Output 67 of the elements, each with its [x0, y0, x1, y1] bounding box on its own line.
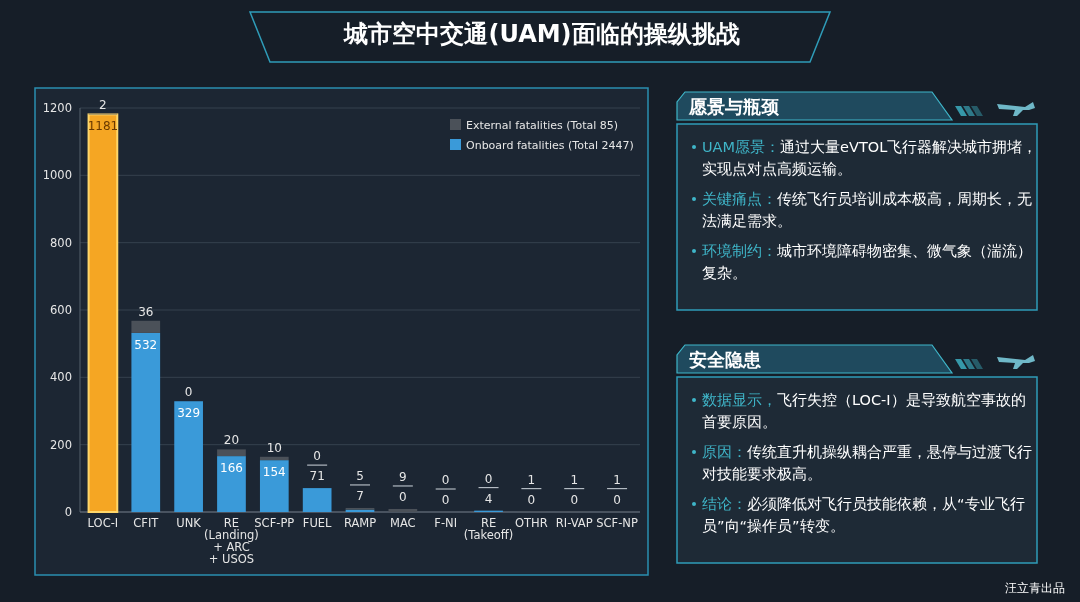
- data-label: 154: [262, 465, 286, 480]
- data-label: 1: [613, 472, 621, 487]
- x-tick-label: UNK: [176, 516, 202, 530]
- data-label: 0: [184, 385, 193, 400]
- x-tick-label: OTHR: [515, 516, 548, 530]
- bar: [131, 332, 161, 512]
- data-label: 1181: [87, 119, 119, 134]
- data-label: 0: [484, 471, 493, 486]
- data-label: 2: [99, 97, 107, 112]
- bar: [259, 456, 289, 461]
- data-label: 10: [266, 440, 282, 455]
- data-label: 0: [313, 449, 321, 464]
- text: 环境制约：城市环境障碍物密集、微气象（湍流）复杂。: [702, 243, 1032, 281]
- bar: [174, 401, 203, 512]
- text: 数据显示，飞行失控（LOC-I）是导致航空事故的首要原因。: [702, 392, 1026, 430]
- data-label: 532: [134, 337, 158, 352]
- x-tick-label: RAMP: [343, 516, 377, 530]
- data-label: 166: [220, 461, 243, 476]
- y-tick-label: 200: [50, 437, 72, 452]
- data-label: 1: [527, 472, 536, 487]
- x-tick-label: LOC-I: [87, 516, 119, 530]
- bar: [217, 456, 246, 512]
- text: 愿景与瓶颈: [688, 96, 780, 117]
- data-label: 4: [484, 491, 493, 506]
- data-label: 36: [138, 304, 154, 319]
- bar: [131, 320, 161, 333]
- y-tick-label: 400: [50, 370, 72, 385]
- data-label: 5: [356, 468, 364, 483]
- legend-label: Onboard fatalities (Total 2447): [466, 138, 634, 152]
- y-tick-label: 600: [50, 303, 72, 318]
- bar: [259, 460, 289, 512]
- y-tick-label: 1200: [42, 101, 72, 116]
- bar: [302, 488, 332, 512]
- x-tick-label: F-NI: [434, 516, 458, 530]
- y-tick-label: 0: [64, 505, 72, 520]
- bar: [217, 449, 246, 457]
- data-label: 0: [399, 489, 407, 504]
- bar: [388, 508, 418, 512]
- y-tick-label: 1000: [42, 168, 72, 183]
- text: 关键痛点：传统飞行员培训成本极高，周期长，无法满足需求。: [702, 191, 1032, 229]
- data-label: 71: [309, 469, 325, 484]
- text: 汪立青出品: [1005, 581, 1065, 595]
- x-tick-label: MAC: [390, 516, 416, 530]
- bar: [87, 113, 119, 513]
- data-label: 0: [527, 492, 536, 507]
- text: 结论：必须降低对飞行员技能依赖，从“专业飞行员”向“操作员”转变。: [702, 496, 1025, 534]
- data-label: 7: [356, 488, 364, 503]
- x-tick-label: RE (Takeoff): [463, 516, 514, 542]
- x-tick-label: SCF-NP: [596, 516, 638, 530]
- data-label: 0: [441, 493, 450, 507]
- text: UAM愿景：通过大量eVTOL飞行器解决城市拥堵，实现点对点高频运输。: [702, 139, 1038, 177]
- x-tick-label: FUEL: [302, 516, 333, 530]
- data-label: 20: [223, 433, 240, 448]
- legend-label: External fatalities (Total 85): [466, 118, 619, 132]
- text: 安全隐患: [689, 349, 762, 370]
- data-label: 0: [613, 492, 621, 507]
- data-label: 0: [570, 492, 579, 507]
- x-tick-label: SCF-PP: [254, 516, 295, 530]
- text: 原因：传统直升机操纵耦合严重，悬停与过渡飞行对技能要求极高。: [702, 444, 1032, 482]
- data-label: 1: [570, 472, 579, 487]
- data-label: 9: [399, 469, 407, 484]
- y-tick-label: 800: [50, 235, 72, 250]
- x-tick-label: CFIT: [133, 516, 160, 530]
- data-label: 329: [177, 406, 201, 421]
- chart-title: 城市空中交通(UAM)面临的操纵挑战: [343, 20, 740, 48]
- data-label: 0: [441, 473, 450, 487]
- x-tick-label: RI-VAP: [555, 516, 593, 530]
